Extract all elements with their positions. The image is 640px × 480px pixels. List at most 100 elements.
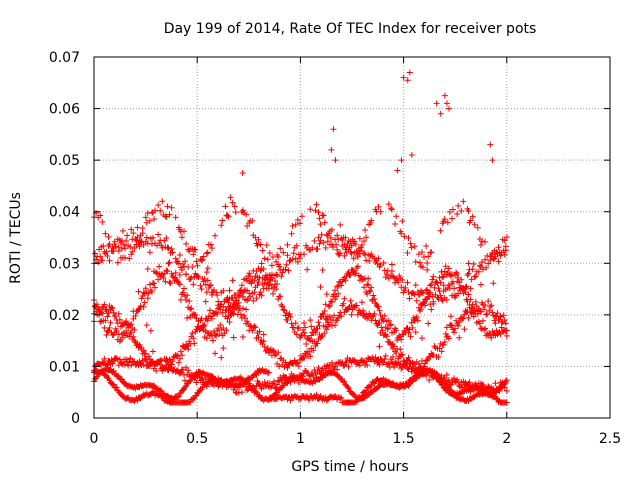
data-point xyxy=(407,333,414,340)
data-point xyxy=(461,326,468,333)
data-point xyxy=(453,317,460,324)
data-point xyxy=(107,319,114,326)
data-point xyxy=(213,289,220,296)
data-point xyxy=(275,349,282,356)
data-point xyxy=(476,320,483,327)
data-point xyxy=(388,268,395,275)
data-point xyxy=(221,330,228,337)
data-point xyxy=(393,275,400,282)
data-point xyxy=(402,284,409,291)
data-point xyxy=(487,257,494,264)
data-point xyxy=(322,367,329,374)
data-point xyxy=(315,319,322,326)
data-point xyxy=(161,270,168,277)
data-point xyxy=(382,274,389,281)
data-point xyxy=(376,319,383,326)
data-point xyxy=(336,279,343,286)
data-point xyxy=(384,325,391,332)
data-point xyxy=(177,369,184,376)
data-point xyxy=(192,246,199,253)
data-point xyxy=(463,283,470,290)
data-point xyxy=(268,383,275,390)
data-point xyxy=(345,363,352,370)
data-point xyxy=(102,317,109,324)
data-point xyxy=(194,262,201,269)
data-point xyxy=(471,273,478,280)
data-point xyxy=(405,235,412,242)
data-point xyxy=(144,359,151,366)
data-point xyxy=(418,335,425,342)
data-point xyxy=(254,242,261,249)
data-point xyxy=(218,222,225,229)
data-point xyxy=(422,360,429,367)
data-point xyxy=(503,399,510,406)
data-point xyxy=(162,278,169,285)
data-point xyxy=(398,284,405,291)
data-point xyxy=(371,310,378,317)
data-point xyxy=(200,253,207,260)
data-point xyxy=(203,269,210,276)
data-point xyxy=(278,301,285,308)
data-point xyxy=(377,208,384,215)
data-point xyxy=(301,329,308,336)
data-point xyxy=(437,110,444,117)
data-point xyxy=(251,289,258,296)
data-point xyxy=(137,303,144,310)
gridlines xyxy=(94,57,610,418)
data-point xyxy=(212,331,219,338)
data-point xyxy=(144,295,151,302)
data-point xyxy=(426,376,433,383)
data-point xyxy=(320,311,327,318)
data-point xyxy=(190,335,197,342)
data-point xyxy=(431,284,438,291)
data-point xyxy=(183,271,190,278)
data-point xyxy=(456,334,463,341)
data-point xyxy=(502,380,509,387)
data-point xyxy=(358,276,365,283)
data-point xyxy=(316,240,323,247)
data-point xyxy=(343,359,350,366)
data-point xyxy=(99,359,106,366)
data-point xyxy=(452,325,459,332)
data-point xyxy=(155,231,162,238)
y-tick-label: 0.06 xyxy=(49,102,80,118)
data-point xyxy=(202,281,209,288)
data-point xyxy=(482,238,489,245)
data-point xyxy=(156,263,163,270)
data-point xyxy=(144,266,151,273)
data-point xyxy=(280,249,287,256)
data-point xyxy=(199,256,206,263)
x-tick-label: 1.5 xyxy=(392,431,414,447)
data-point xyxy=(207,329,214,336)
data-point xyxy=(326,302,333,309)
data-point xyxy=(122,254,129,261)
data-point xyxy=(274,281,281,288)
data-point xyxy=(239,170,246,177)
y-tick-label: 0.07 xyxy=(49,50,80,66)
data-point xyxy=(292,255,299,262)
data-point xyxy=(328,298,335,305)
data-point xyxy=(145,290,152,297)
data-point xyxy=(470,387,477,394)
data-point xyxy=(388,261,395,268)
data-point xyxy=(448,215,455,222)
data-point xyxy=(471,221,478,228)
data-point xyxy=(168,245,175,252)
data-point xyxy=(334,246,341,253)
data-point xyxy=(445,281,452,288)
data-point xyxy=(500,312,507,319)
data-point xyxy=(302,324,309,331)
data-point xyxy=(201,322,208,329)
data-point xyxy=(146,281,153,288)
data-point xyxy=(347,297,354,304)
data-point xyxy=(497,313,504,320)
y-tick-label: 0.01 xyxy=(49,359,80,375)
data-point xyxy=(337,221,344,228)
data-point xyxy=(423,372,430,379)
data-point xyxy=(486,307,493,314)
data-point xyxy=(265,369,272,376)
data-point xyxy=(405,354,412,361)
data-point xyxy=(178,352,185,359)
data-point xyxy=(113,384,120,391)
data-point xyxy=(312,207,319,214)
